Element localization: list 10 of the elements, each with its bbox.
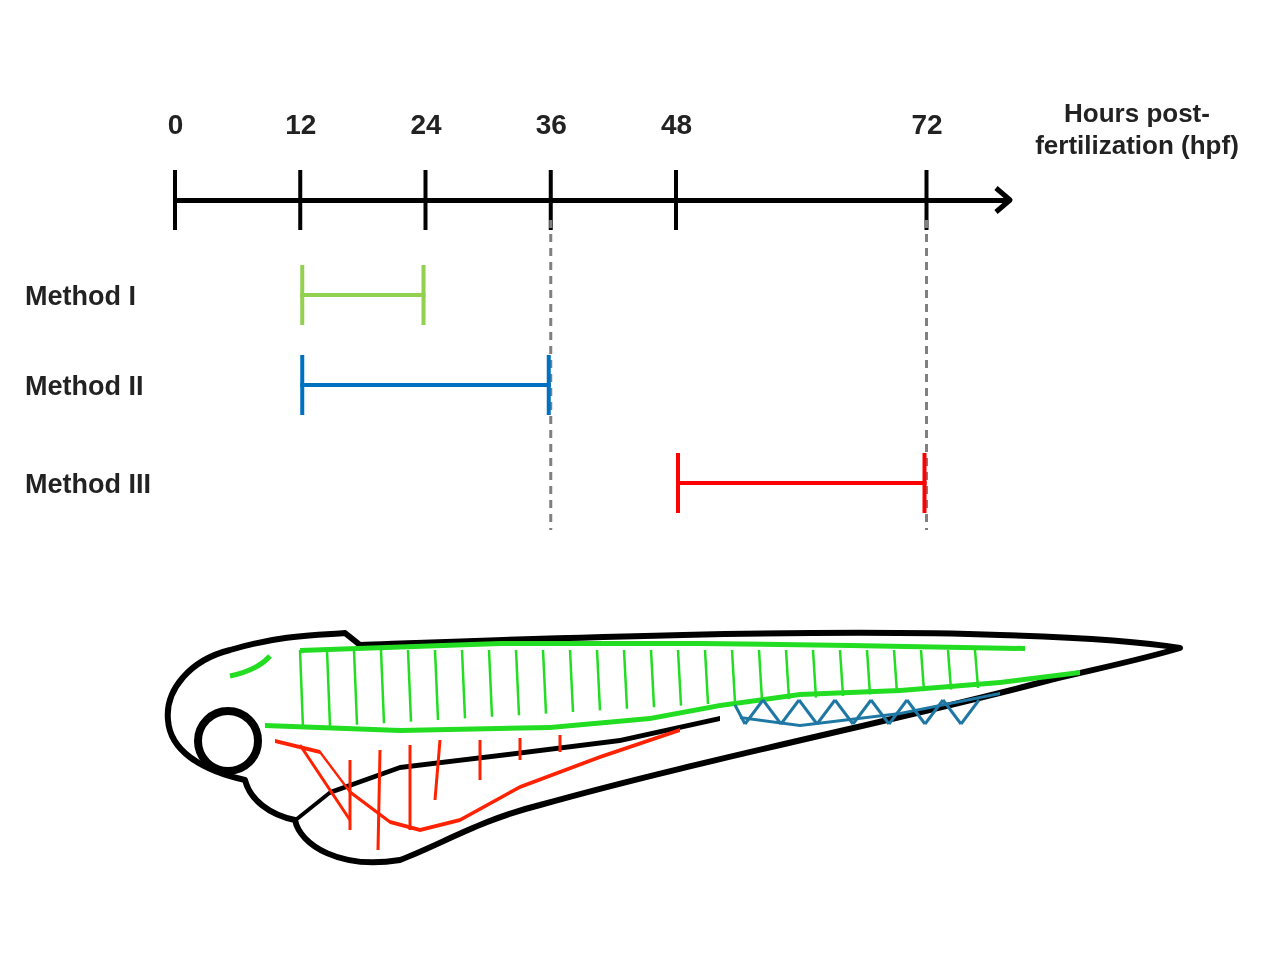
x-axis-title: Hours post-fertilization (hpf) (1035, 98, 1239, 160)
x-tick-label: 72 (911, 109, 943, 140)
x-tick-label: 36 (535, 109, 567, 140)
x-tick-label: 12 (285, 109, 317, 140)
x-tick-label: 0 (167, 109, 184, 140)
y-tick-label: Method II (25, 371, 144, 401)
y-tick-label: Method I (25, 281, 136, 311)
x-tick-label: 24 (410, 109, 442, 140)
y-tick-label: Method III (25, 469, 151, 499)
x-tick-label: 48 (660, 109, 693, 140)
